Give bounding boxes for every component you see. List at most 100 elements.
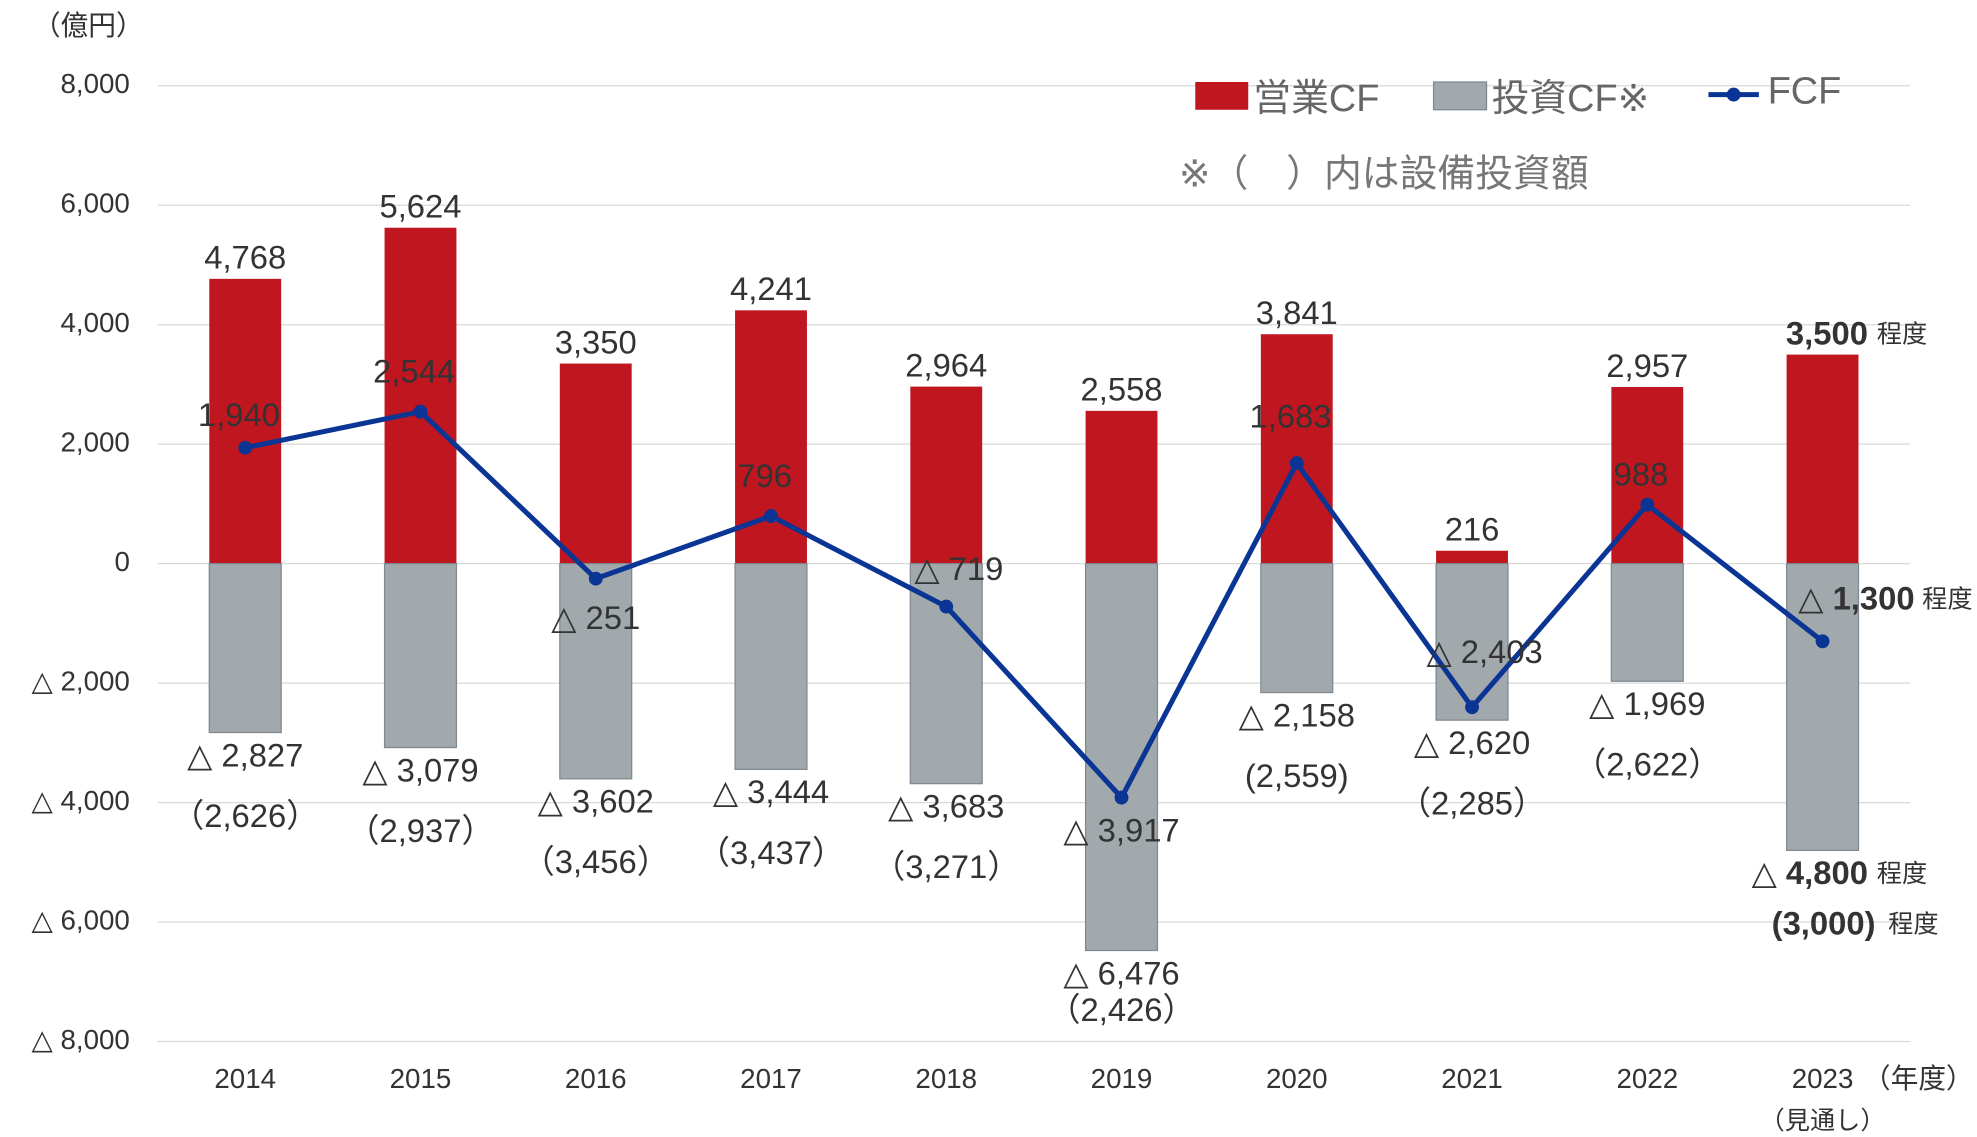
x-tick-label: 2014: [214, 1063, 276, 1094]
y-tick-label: 4,000: [60, 307, 129, 338]
bar: [1785, 563, 1860, 851]
bar: [1084, 563, 1159, 952]
data-label: 988: [1614, 456, 1669, 493]
y-unit: （億円）: [33, 10, 144, 41]
legend-label: 投資CF※: [1492, 78, 1650, 120]
x-tick-label: 2018: [915, 1063, 977, 1094]
x-tick-label: 2021: [1441, 1063, 1503, 1094]
bar: [559, 363, 632, 564]
bar: [1260, 563, 1334, 694]
estimate-suffix: 程度: [1888, 911, 1938, 939]
x-tick-label: 2019: [1091, 1063, 1153, 1094]
data-label: △ 2,827: [187, 736, 303, 773]
data-label: △ 719: [914, 550, 1003, 587]
estimate-suffix: 程度: [1877, 860, 1927, 888]
x-tick-label: 2023: [1792, 1063, 1854, 1094]
data-label: 2,957: [1606, 347, 1688, 384]
y-tick-label: △ 4,000: [31, 785, 129, 816]
legend-swatch: [1726, 87, 1741, 102]
capex-label: （2,622）: [1574, 746, 1722, 783]
legend-swatch: [1195, 82, 1249, 110]
line: [244, 408, 1825, 802]
y-tick-label: 8,000: [60, 68, 129, 99]
point: [1114, 790, 1129, 805]
bar: [559, 563, 633, 780]
capex-label: (2,559): [1245, 757, 1349, 794]
capex-label: （2,426）: [1048, 991, 1196, 1028]
data-label: △ 251: [551, 599, 640, 636]
data-label: △ 2,620: [1414, 724, 1530, 761]
bar: [910, 386, 983, 564]
y-tick-label: △ 8,000: [31, 1024, 129, 1055]
data-label: 3,350: [555, 323, 637, 360]
point: [413, 404, 428, 419]
data-label: 4,241: [730, 270, 812, 307]
data-label: △ 3,444: [713, 773, 829, 810]
bar: [1610, 563, 1684, 682]
legend-swatch: [1432, 81, 1488, 111]
note: ※（ ）内は設備投資額: [1179, 154, 1589, 196]
x-tick-label: 2015: [390, 1063, 452, 1094]
bar: [383, 563, 458, 749]
y-tick-label: 2,000: [60, 427, 129, 458]
y-tick-label: △ 6,000: [31, 904, 129, 935]
x-tick-label: 2016: [565, 1063, 627, 1094]
data-label: 5,624: [379, 187, 461, 224]
data-label: △ 1,300: [1798, 580, 1914, 617]
point: [588, 571, 603, 586]
point: [238, 440, 253, 455]
capex-label: (3,000): [1772, 905, 1876, 942]
data-label: △ 3,683: [888, 788, 1004, 825]
bar: [1260, 334, 1333, 564]
estimate-suffix: 程度: [1877, 320, 1927, 348]
y-tick-label: △ 2,000: [31, 665, 129, 696]
point: [1815, 634, 1830, 649]
forecast-note: （見通し）: [1760, 1107, 1886, 1135]
data-label: 4,768: [204, 239, 286, 276]
x-tick-label: 2020: [1266, 1063, 1328, 1094]
data-label: 2,964: [905, 346, 987, 383]
data-label: △ 3,602: [538, 783, 654, 820]
capex-label: （3,437）: [697, 834, 845, 871]
data-label: △ 2,158: [1239, 696, 1355, 733]
data-label: △ 3,079: [362, 751, 478, 788]
capex-label: （3,456）: [522, 843, 670, 880]
point: [1289, 456, 1304, 471]
y-tick-label: 0: [114, 546, 129, 577]
bar: [1436, 550, 1508, 564]
legend-label: FCF: [1768, 70, 1842, 112]
capex-label: （3,271）: [872, 848, 1020, 885]
point: [1640, 497, 1655, 512]
data-label: 216: [1445, 510, 1500, 547]
bar: [384, 227, 457, 564]
bar: [734, 563, 808, 770]
bar: [209, 278, 282, 564]
data-label: 796: [737, 457, 792, 494]
capex-label: （2,626）: [171, 797, 319, 834]
y-tick-label: 6,000: [60, 188, 129, 219]
point: [939, 599, 954, 614]
bar: [208, 563, 282, 734]
bar: [909, 563, 983, 785]
x-tick-label: 2022: [1616, 1063, 1678, 1094]
estimate-suffix: 程度: [1922, 586, 1972, 614]
data-label: 2,544: [373, 353, 455, 390]
data-label: 3,500: [1786, 314, 1868, 351]
data-label: △ 6,476: [1063, 954, 1179, 991]
capex-label: （2,937）: [347, 812, 495, 849]
data-label: 1,940: [198, 396, 280, 433]
bar: [1786, 354, 1859, 564]
bar: [1435, 563, 1509, 721]
point: [764, 509, 778, 524]
data-label: △ 4,800: [1752, 854, 1868, 891]
point: [1465, 700, 1479, 715]
data-label: △ 3,917: [1063, 812, 1179, 849]
capex-label: （2,285）: [1398, 785, 1546, 822]
x-unit: （年度）: [1863, 1063, 1974, 1094]
data-label: 3,841: [1256, 294, 1338, 331]
legend-label: 営業CF: [1253, 78, 1379, 120]
bar: [1085, 410, 1158, 564]
data-label: △ 2,403: [1426, 633, 1542, 670]
